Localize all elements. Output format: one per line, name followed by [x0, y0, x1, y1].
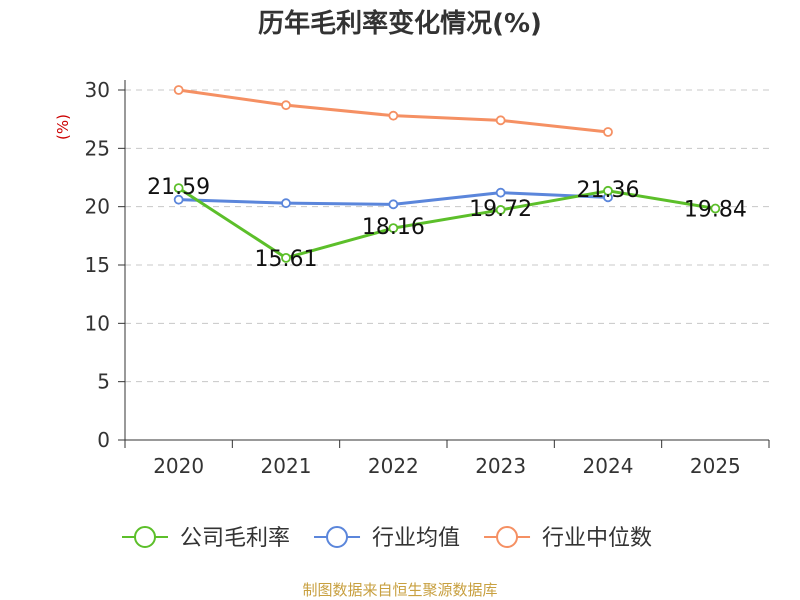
point-1-2022	[388, 199, 399, 210]
legend-label-0: 公司毛利率	[180, 526, 290, 551]
series-line-0	[177, 186, 717, 260]
legend-item-0: 公司毛利率	[122, 526, 290, 551]
point-1-2020	[173, 194, 184, 205]
legend-item-1: 行业均值	[314, 526, 460, 551]
legend-marker-0	[134, 526, 156, 548]
point-1-2021	[281, 198, 291, 209]
point-2-2024	[603, 127, 613, 137]
y-tick-label-20: 20	[85, 195, 110, 219]
chart-title: 历年毛利率变化情况(%)	[258, 8, 542, 39]
point-2-2022	[388, 110, 399, 121]
point-0-2020	[173, 183, 184, 194]
point-2-2021	[281, 100, 291, 111]
legend-marker-1	[326, 526, 349, 548]
legend-item-2: 行业中位数	[484, 526, 652, 551]
point-0-2022	[388, 223, 399, 234]
legend-label-2: 行业中位数	[542, 526, 652, 551]
x-tick-label-2025: 2025	[690, 454, 741, 478]
data-label-2025: 19.84	[684, 198, 747, 223]
y-axis-unit: (%)	[54, 114, 72, 140]
source-note: 制图数据来自恒生聚源数据库	[302, 581, 497, 599]
data-label-2022: 18.16	[362, 215, 425, 240]
y-tick-label-5: 5	[97, 370, 110, 394]
data-label-2023: 19.72	[469, 197, 532, 222]
x-tick-label-2022: 2022	[368, 454, 419, 478]
legend-marker-2	[496, 526, 519, 548]
point-0-2021	[281, 252, 291, 263]
point-0-2023	[495, 205, 506, 215]
y-tick-label-25: 25	[85, 136, 110, 160]
x-tick-label-2020: 2020	[153, 454, 204, 478]
x-tick-label-2023: 2023	[475, 454, 526, 478]
data-labels: 21.59 15.61 18.16 19.72 21.36 19.84	[147, 175, 747, 272]
y-tick-label-0: 0	[97, 428, 110, 452]
x-tick-label-2021: 2021	[261, 454, 312, 478]
data-label-2021: 15.61	[255, 247, 318, 272]
grid-lines	[125, 89, 769, 383]
point-0-2024	[603, 185, 613, 196]
point-1-2023	[495, 187, 506, 198]
y-tick-label-10: 10	[85, 311, 110, 335]
point-2-2020	[173, 85, 184, 95]
data-label-2024: 21.36	[577, 178, 640, 203]
point-2-2023	[495, 115, 506, 126]
x-tick-label-2024: 2024	[583, 454, 634, 478]
legend-label-1: 行业均值	[372, 526, 460, 551]
y-tick-label-15: 15	[85, 253, 110, 277]
data-label-2020: 21.59	[147, 175, 210, 200]
legend: 公司毛利率 行业均值 行业中位数	[122, 526, 652, 551]
series-group	[173, 85, 721, 263]
y-tick-label-30: 30	[85, 78, 110, 102]
point-0-2025	[710, 203, 721, 214]
